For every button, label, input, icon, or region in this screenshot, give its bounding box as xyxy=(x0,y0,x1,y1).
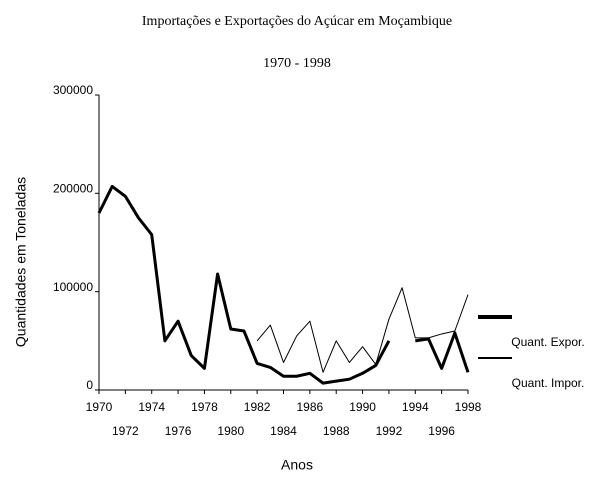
x-tick-label: 1980 xyxy=(217,424,244,438)
x-tick-label: 1998 xyxy=(455,400,482,414)
chart-subtitle: 1970 - 1998 xyxy=(263,56,331,71)
x-tick-label: 1986 xyxy=(297,400,324,414)
x-tick-label: 1970 xyxy=(86,400,113,414)
x-tick-label: 1972 xyxy=(112,424,139,438)
x-tick-label: 1982 xyxy=(244,400,271,414)
x-tick-label: 1978 xyxy=(191,400,218,414)
y-tick-label: 200000 xyxy=(53,182,93,196)
x-tick-label: 1976 xyxy=(165,424,192,438)
y-tick-label: 0 xyxy=(86,378,93,392)
x-axis-label: Anos xyxy=(281,457,313,473)
legend-label: Quant. Impor. xyxy=(512,376,585,390)
series-line xyxy=(415,331,470,373)
x-tick-label: 1984 xyxy=(270,424,297,438)
x-tick-label: 1996 xyxy=(428,424,455,438)
y-axis-label: Quantidades em Toneladas xyxy=(13,177,29,347)
x-tick-label: 1990 xyxy=(349,400,376,414)
x-tick-label: 1974 xyxy=(138,400,165,414)
y-tick-label: 100000 xyxy=(53,280,93,294)
x-tick-label: 1992 xyxy=(376,424,403,438)
x-tick-label: 1994 xyxy=(402,400,429,414)
series-line xyxy=(256,287,469,373)
series-line xyxy=(97,184,391,385)
x-tick-label: 1988 xyxy=(323,424,350,438)
y-tick-label: 300000 xyxy=(53,83,93,97)
chart-title: Importações e Exportações do Açúcar em M… xyxy=(142,14,452,29)
legend-label: Quant. Expor. xyxy=(511,335,584,349)
